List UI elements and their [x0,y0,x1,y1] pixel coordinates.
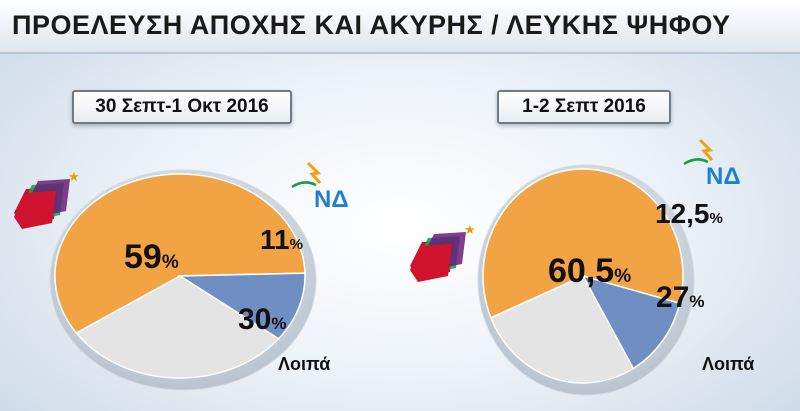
slice-value-label: 60,5% [548,252,631,290]
chart-left-title: 30 Σεπτ-1 Οκτ 2016 [72,90,292,124]
pie-slice-συριζα [54,173,306,334]
slice-value-label: 59% [124,238,179,276]
syriza-logo-icon: ★ [410,222,476,282]
pie-slice-νδ [581,274,681,370]
nd-logo-label: ΝΔ [314,186,349,213]
pie-slice-λοιπά [489,275,635,384]
nd-logo-icon: ΝΔ [683,138,741,190]
other-parties-label: Λοιπά [702,354,754,374]
page-title: ΠΡΟΕΛΕΥΣΗ ΑΠΟΧΗΣ ΚΑΙ ΑΚΥΡΗΣ / ΛΕΥΚΗΣ ΨΗΦ… [12,10,731,40]
title-bar: ΠΡΟΕΛΕΥΣΗ ΑΠΟΧΗΣ ΚΑΙ ΑΚΥΡΗΣ / ΛΕΥΚΗΣ ΨΗΦ… [0,0,800,54]
slice-value-label: 12,5% [655,198,723,229]
pie-slice-συριζα [482,168,684,319]
syriza-logo-icon: ★ [14,169,80,229]
svg-text:★: ★ [464,222,476,237]
pie-chart-right: 60,5% 12,5% 27% ★ ΝΔ Λοιπά [410,138,754,396]
other-parties-label: Λοιπά [278,354,330,374]
nd-logo-icon: ΝΔ [291,161,349,213]
nd-logo-label: ΝΔ [706,163,741,190]
svg-text:★: ★ [68,169,80,184]
pie-chart-left: 59% 11% 30% ★ ΝΔ Λοιπά [14,161,349,391]
pie-slice-λοιπά [75,275,280,379]
slice-value-label: 27% [656,281,705,314]
pie-slice-νδ [177,272,306,340]
chart-right-title: 1-2 Σεπτ 2016 [497,90,671,124]
slice-value-label: 11% [260,224,303,255]
slice-value-label: 30% [238,303,287,336]
